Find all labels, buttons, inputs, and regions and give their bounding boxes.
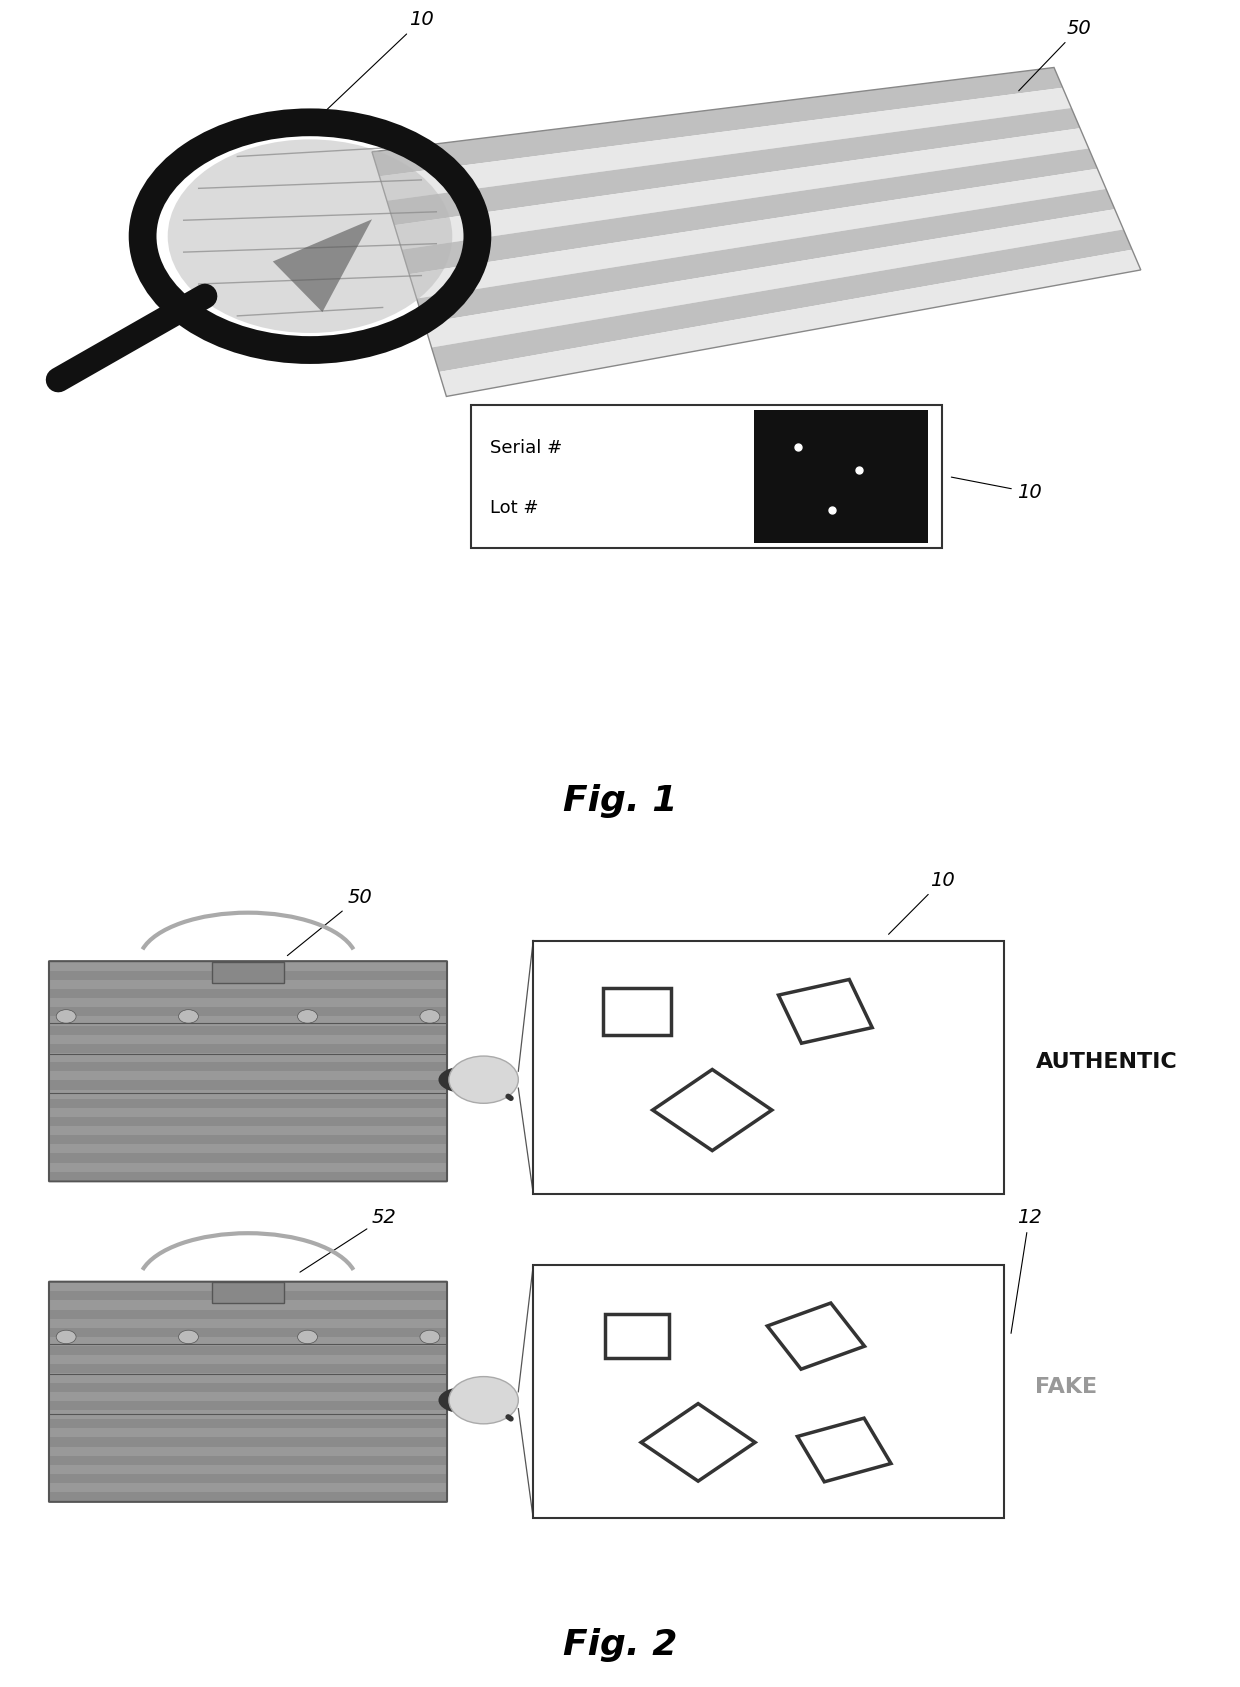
Ellipse shape (439, 1066, 487, 1093)
Circle shape (179, 1329, 198, 1343)
Circle shape (420, 1009, 440, 1022)
Ellipse shape (439, 1387, 487, 1414)
Bar (50, 1154, 446, 1162)
Bar (50, 970, 446, 980)
Polygon shape (379, 88, 1071, 201)
Bar (50, 1346, 446, 1355)
Circle shape (298, 1009, 317, 1022)
Text: Fig. 2: Fig. 2 (563, 1628, 677, 1662)
Polygon shape (424, 209, 1123, 348)
Circle shape (420, 1329, 440, 1343)
Text: 52: 52 (300, 1208, 397, 1272)
Bar (212, 962, 284, 982)
Bar (50, 1419, 446, 1429)
Bar (50, 1026, 446, 1034)
Bar (471, 405, 942, 548)
Bar (50, 1400, 446, 1410)
Bar (50, 1291, 446, 1301)
Bar (50, 1365, 446, 1373)
Bar (754, 410, 929, 543)
Polygon shape (387, 108, 1080, 226)
Bar (50, 1493, 446, 1501)
Text: Fig. 1: Fig. 1 (563, 784, 677, 818)
Bar (212, 1282, 284, 1302)
Text: FAKE: FAKE (1035, 1377, 1097, 1397)
Bar (50, 1383, 446, 1392)
Text: 10: 10 (325, 10, 434, 111)
Bar (50, 1437, 446, 1446)
Polygon shape (439, 250, 1141, 396)
Text: 10: 10 (951, 477, 1042, 501)
Circle shape (56, 1009, 76, 1022)
Bar (50, 1007, 446, 1016)
Bar (50, 989, 446, 999)
Text: 50: 50 (288, 887, 372, 955)
Bar (50, 1044, 446, 1053)
Polygon shape (432, 229, 1132, 373)
Bar (50, 1328, 446, 1336)
Bar (50, 1098, 446, 1108)
Circle shape (449, 1377, 518, 1424)
Text: 12: 12 (1011, 1208, 1042, 1333)
Text: 50: 50 (1019, 19, 1091, 91)
Polygon shape (417, 189, 1115, 324)
Text: Serial #: Serial # (490, 439, 562, 457)
Circle shape (167, 140, 453, 332)
Bar (50, 1474, 446, 1483)
Bar (50, 1135, 446, 1144)
Bar (50, 1172, 446, 1181)
Bar (533, 941, 1004, 1194)
Polygon shape (273, 219, 372, 312)
Polygon shape (409, 169, 1106, 299)
Circle shape (298, 1329, 317, 1343)
Text: 10: 10 (889, 870, 955, 935)
Text: Lot #: Lot # (490, 499, 538, 518)
Circle shape (56, 1329, 76, 1343)
Bar (50, 1309, 446, 1319)
Polygon shape (372, 67, 1063, 177)
Circle shape (179, 1009, 198, 1022)
Polygon shape (394, 128, 1089, 250)
Text: AUTHENTIC: AUTHENTIC (1035, 1053, 1177, 1071)
Circle shape (449, 1056, 518, 1103)
Bar (50, 1117, 446, 1127)
Polygon shape (402, 148, 1097, 273)
Bar (533, 1265, 1004, 1518)
Bar (50, 1456, 446, 1464)
Bar (50, 1080, 446, 1090)
FancyBboxPatch shape (48, 1282, 446, 1501)
Bar (50, 1063, 446, 1071)
FancyBboxPatch shape (48, 962, 446, 1181)
